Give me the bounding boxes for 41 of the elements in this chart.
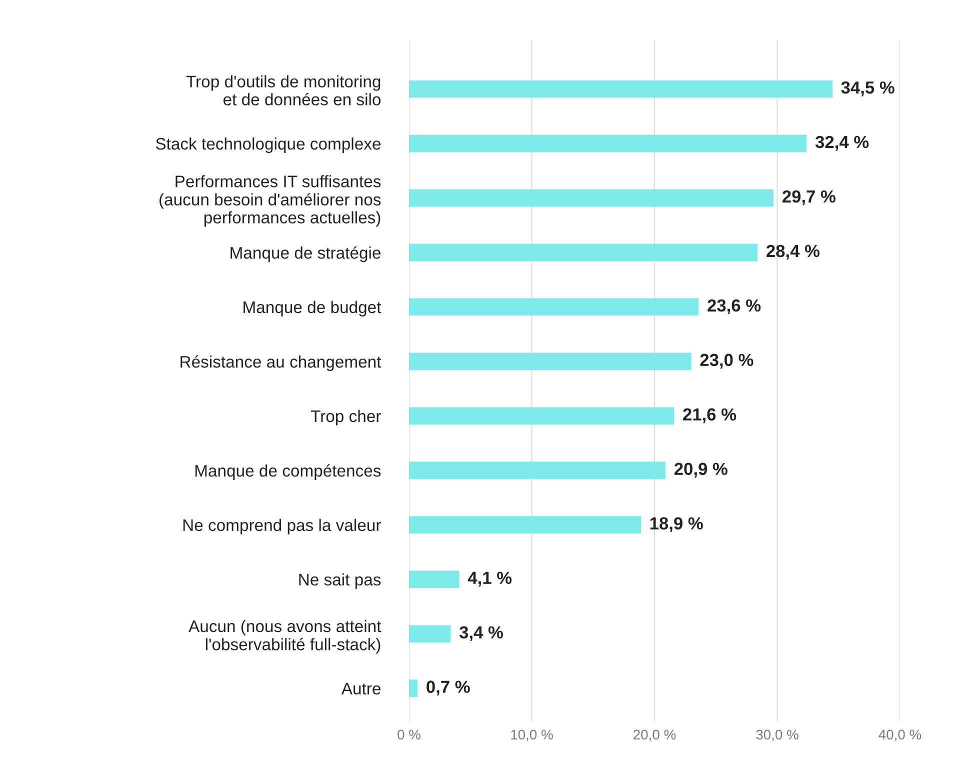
y-tick-label: Manque de compétences [195, 464, 381, 480]
data-label: 21,6 % [683, 408, 736, 424]
data-label: 4,1 % [468, 572, 512, 587]
bar [409, 134, 807, 152]
y-tick-label: Aucun (nous avons atteint l'observabilité full-stack) [188, 620, 382, 654]
data-label: 0,7 % [426, 680, 470, 696]
data-label: 32,4 % [815, 136, 869, 151]
y-tick-label: Performances IT suffisantes (aucun besoin d'améliorer nos performances actuelles) [160, 175, 381, 227]
x-tick-label: 20,0 % [634, 730, 676, 742]
data-label: 29,7 % [782, 190, 836, 206]
y-tick-label: Trop cher [310, 410, 381, 426]
y-tick-label: Trop d'outils de monitoring et de données en silo [186, 75, 381, 106]
bar [409, 352, 692, 370]
x-tick-label: 0 % [398, 730, 420, 740]
data-label: 20,9 % [674, 462, 728, 478]
bar [409, 462, 666, 480]
x-tick-label: 40,0 % [878, 730, 922, 742]
data-label: 18,9 % [650, 517, 703, 532]
bar [409, 680, 418, 698]
data-label: 23,6 % [708, 299, 761, 314]
bar [409, 570, 460, 588]
bar [409, 189, 774, 207]
y-tick-label: Autre [341, 682, 380, 695]
y-tick-label: Résistance au changement [180, 355, 382, 372]
bar [409, 244, 758, 262]
x-tick-label: 10,0 % [511, 730, 553, 742]
data-label: 34,5 % [841, 81, 894, 96]
data-label: 28,4 % [766, 244, 820, 260]
bar [409, 407, 674, 425]
bar [409, 625, 451, 643]
y-tick-label: Ne sait pas [299, 573, 381, 589]
y-tick-label: Stack technologique complexe [156, 137, 380, 154]
bar [409, 516, 641, 534]
x-tick-label: 30,0 % [756, 730, 798, 742]
y-tick-label: Manque de budget [244, 300, 382, 316]
bar [409, 298, 699, 316]
data-label: 23,0 % [700, 354, 754, 369]
data-label: 3,4 % [459, 626, 504, 642]
bar [409, 80, 832, 98]
y-tick-label: Ne comprend pas la valeur [183, 518, 381, 534]
y-tick-label: Manque de stratégie [230, 246, 380, 262]
